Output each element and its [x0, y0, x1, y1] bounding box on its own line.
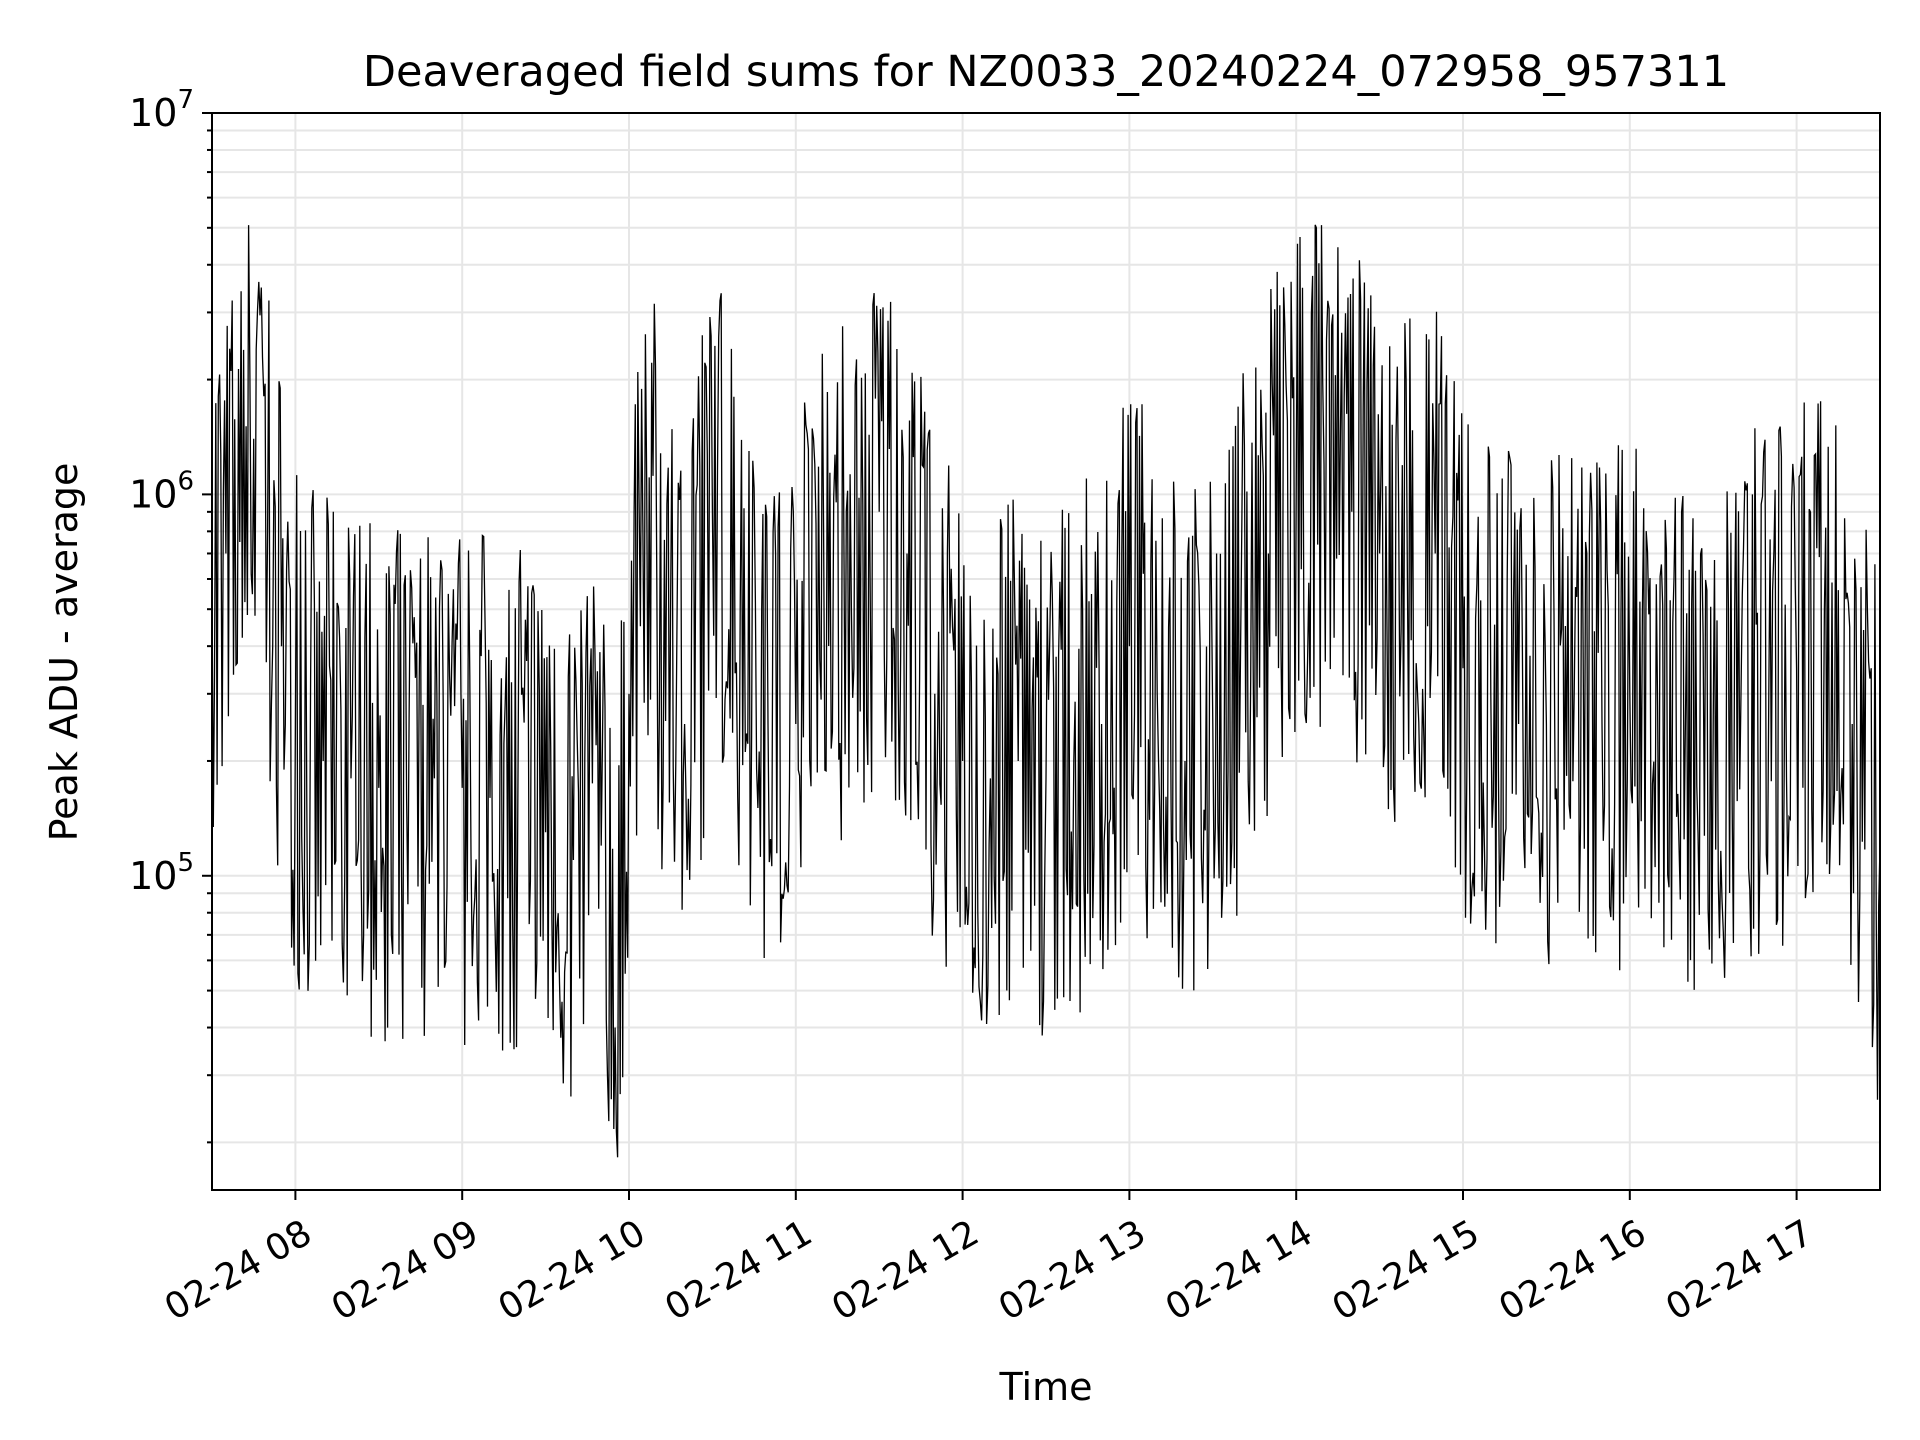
x-axis-label: Time [999, 1365, 1093, 1409]
series-line [211, 224, 1881, 1158]
series-layer [211, 224, 1881, 1158]
y-axis-label: Peak ADU - average [42, 463, 86, 842]
plot-frame [211, 112, 1881, 1191]
chart-title: Deaveraged field sums for NZ0033_2024022… [363, 47, 1729, 97]
